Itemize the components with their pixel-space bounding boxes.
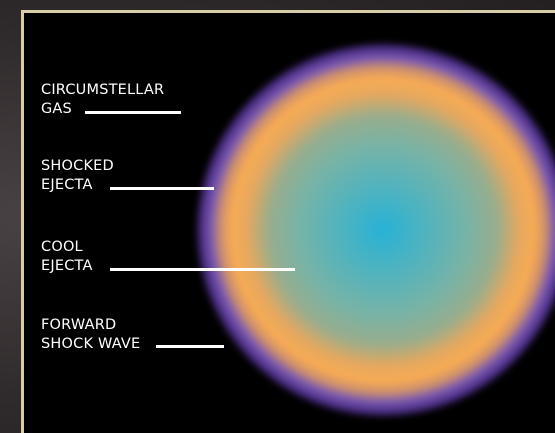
diagram-panel: CIRCUMSTELLAR GAS SHOCKED EJECTA COOL EJ… [21, 10, 555, 433]
leader-line-circumstellar-gas [85, 111, 181, 114]
label-shocked-ejecta-line1: SHOCKED [41, 158, 114, 174]
label-cool-ejecta-line1: COOL [41, 239, 83, 255]
label-shocked-ejecta: SHOCKED EJECTA [41, 157, 114, 195]
label-circumstellar-gas: CIRCUMSTELLAR GAS [41, 81, 164, 119]
label-shocked-ejecta-line2: EJECTA [41, 177, 93, 193]
label-cool-ejecta: COOL EJECTA [41, 238, 93, 276]
label-forward-shock-wave-line1: FORWARD [41, 317, 117, 333]
leader-line-cool-ejecta [110, 268, 295, 271]
label-circumstellar-gas-line1: CIRCUMSTELLAR [41, 82, 165, 98]
label-cool-ejecta-line2: EJECTA [41, 258, 93, 274]
label-forward-shock-wave: FORWARD SHOCK WAVE [41, 316, 140, 354]
leader-line-forward-shock-wave [156, 345, 224, 348]
label-forward-shock-wave-line2: SHOCK WAVE [41, 336, 141, 352]
label-circumstellar-gas-line2: GAS [41, 101, 72, 117]
supernova-remnant-shell [194, 41, 555, 419]
leader-line-shocked-ejecta [110, 187, 214, 190]
